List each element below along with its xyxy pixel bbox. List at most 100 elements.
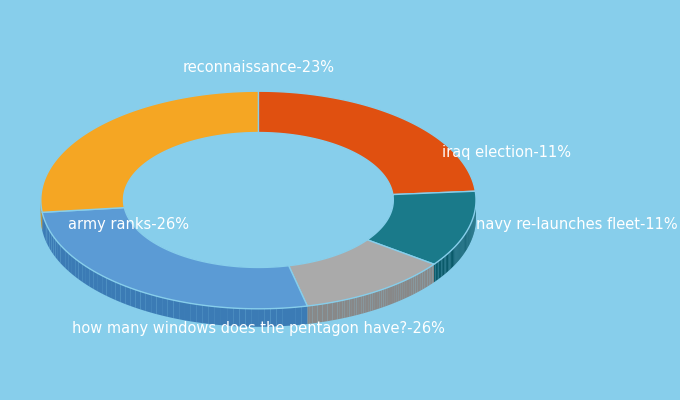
Polygon shape: [347, 250, 349, 269]
Polygon shape: [61, 245, 63, 266]
Polygon shape: [460, 239, 462, 258]
Polygon shape: [342, 300, 345, 318]
Polygon shape: [173, 252, 176, 271]
Polygon shape: [364, 295, 366, 313]
Polygon shape: [390, 286, 392, 305]
Polygon shape: [209, 306, 215, 324]
Polygon shape: [341, 253, 343, 271]
Polygon shape: [401, 282, 402, 300]
Polygon shape: [361, 295, 364, 314]
Polygon shape: [316, 260, 318, 279]
Polygon shape: [367, 191, 476, 264]
Polygon shape: [312, 262, 313, 280]
Polygon shape: [447, 253, 448, 272]
Polygon shape: [301, 306, 307, 325]
Polygon shape: [45, 222, 46, 242]
Polygon shape: [324, 259, 325, 277]
Polygon shape: [325, 303, 328, 322]
Text: navy re-launches fleet-11%: navy re-launches fleet-11%: [476, 216, 678, 232]
Polygon shape: [152, 241, 154, 261]
Polygon shape: [294, 265, 295, 283]
Polygon shape: [289, 240, 434, 306]
Polygon shape: [94, 271, 98, 292]
Polygon shape: [408, 278, 410, 297]
Polygon shape: [315, 261, 316, 279]
Polygon shape: [431, 265, 432, 284]
Polygon shape: [318, 260, 320, 278]
Polygon shape: [151, 295, 156, 314]
Polygon shape: [125, 286, 131, 306]
Polygon shape: [296, 264, 298, 283]
Polygon shape: [156, 296, 162, 316]
Polygon shape: [179, 301, 185, 320]
Polygon shape: [48, 228, 50, 248]
Polygon shape: [125, 212, 126, 231]
Text: how many windows does the pentagon have?-26%: how many windows does the pentagon have?…: [72, 320, 445, 336]
Polygon shape: [428, 267, 429, 286]
Polygon shape: [227, 308, 233, 326]
Polygon shape: [176, 253, 179, 272]
Polygon shape: [228, 266, 231, 284]
Polygon shape: [402, 281, 404, 300]
Polygon shape: [281, 266, 285, 284]
Polygon shape: [329, 257, 330, 276]
Text: reconnaissance-23%: reconnaissance-23%: [182, 60, 335, 76]
Polygon shape: [354, 247, 355, 266]
Polygon shape: [277, 308, 283, 326]
Polygon shape: [330, 256, 332, 275]
Polygon shape: [359, 244, 360, 263]
Polygon shape: [352, 298, 354, 316]
Polygon shape: [321, 260, 322, 278]
Polygon shape: [170, 251, 173, 270]
Polygon shape: [322, 304, 325, 322]
Polygon shape: [335, 301, 337, 320]
Polygon shape: [185, 302, 191, 322]
Polygon shape: [449, 251, 451, 270]
Polygon shape: [467, 229, 468, 248]
Polygon shape: [349, 250, 350, 268]
Polygon shape: [443, 256, 444, 276]
Polygon shape: [434, 263, 436, 282]
Polygon shape: [127, 215, 128, 235]
Polygon shape: [107, 278, 111, 298]
Polygon shape: [46, 224, 48, 246]
Polygon shape: [149, 240, 152, 259]
Polygon shape: [135, 228, 137, 248]
Polygon shape: [58, 242, 61, 263]
Polygon shape: [315, 305, 318, 323]
Polygon shape: [221, 307, 227, 326]
Polygon shape: [203, 305, 209, 324]
Polygon shape: [363, 242, 364, 260]
Polygon shape: [52, 234, 54, 254]
Polygon shape: [344, 252, 345, 270]
Polygon shape: [379, 290, 381, 308]
Polygon shape: [301, 264, 303, 282]
Polygon shape: [354, 297, 356, 316]
Polygon shape: [364, 241, 365, 260]
Polygon shape: [258, 268, 262, 286]
Polygon shape: [318, 304, 320, 323]
Polygon shape: [396, 283, 398, 302]
Polygon shape: [358, 245, 359, 264]
Polygon shape: [392, 285, 394, 304]
Polygon shape: [141, 292, 146, 311]
Polygon shape: [339, 254, 340, 272]
Polygon shape: [340, 300, 342, 319]
Polygon shape: [289, 307, 295, 326]
Polygon shape: [377, 290, 379, 309]
Polygon shape: [381, 289, 384, 308]
Polygon shape: [371, 292, 373, 311]
Polygon shape: [63, 248, 66, 269]
Polygon shape: [413, 275, 415, 294]
Polygon shape: [424, 270, 426, 288]
Polygon shape: [312, 305, 315, 323]
Polygon shape: [134, 226, 135, 246]
Polygon shape: [406, 279, 408, 298]
Polygon shape: [44, 218, 45, 240]
Polygon shape: [343, 252, 344, 271]
Polygon shape: [131, 223, 133, 242]
Polygon shape: [415, 274, 418, 293]
Polygon shape: [277, 266, 281, 285]
Polygon shape: [120, 284, 125, 304]
Polygon shape: [313, 261, 315, 280]
